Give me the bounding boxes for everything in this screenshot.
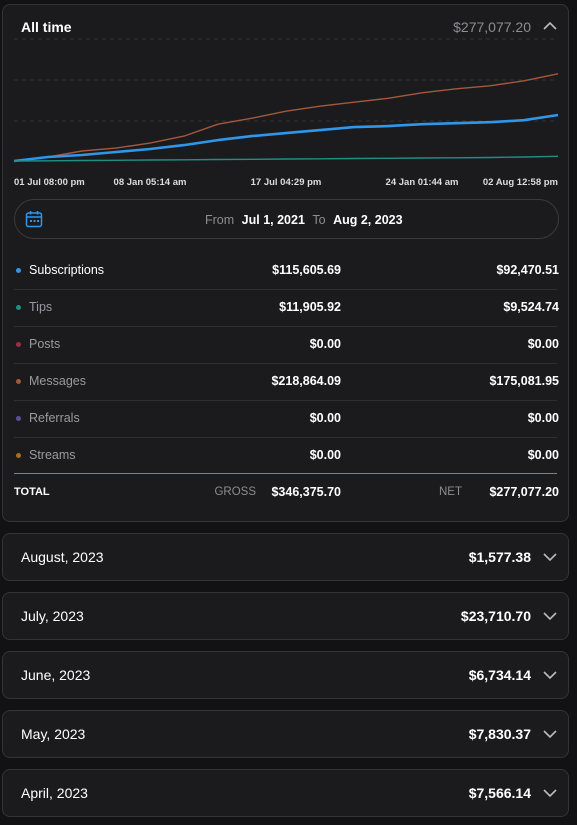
row-name: Subscriptions [29, 263, 105, 277]
to-date: Aug 2, 2023 [333, 213, 403, 227]
from-date: Jul 1, 2021 [241, 213, 305, 227]
earnings-table: Subscriptions $115,605.69 $92,470.51 Tips $1… [3, 5, 568, 523]
row-separator [14, 289, 557, 290]
expand-icon[interactable] [543, 611, 557, 621]
month-amount: $1,577.38 [468, 549, 531, 565]
month-amount: $7,566.14 [468, 785, 531, 801]
legend-dot [16, 267, 21, 273]
row-gross: $0.00 [309, 411, 341, 425]
chevron [543, 612, 557, 621]
chevron [543, 671, 557, 680]
card-amount: $277,077.20 [453, 19, 531, 35]
collapse-icon[interactable] [543, 21, 557, 31]
total-label: TOTAL [14, 486, 50, 498]
series-line [13, 113, 559, 163]
row-gross: $0.00 [309, 448, 341, 462]
month-amount: $7,830.37 [468, 726, 531, 742]
row-net: $92,470.51 [496, 263, 559, 277]
expand-icon[interactable] [543, 670, 557, 680]
row-gross: $11,905.92 [279, 300, 341, 314]
total-gross: $346,375.70 [271, 485, 341, 499]
expand-icon[interactable] [543, 552, 557, 562]
x-tick-label: 01 Jul 08:00 pm [14, 177, 85, 188]
x-tick-label: 08 Jan 05:14 am [114, 177, 187, 188]
chart: 01 Jul 08:00 pm 08 Jan 05:14 am 17 Jul 04:… [13, 38, 559, 188]
row-name: Streams [29, 448, 76, 462]
row-net: $175,081.95 [489, 374, 559, 388]
month-card[interactable]: June, 2023 $6,734.14 [2, 651, 569, 699]
row-gross: $218,864.09 [271, 374, 341, 388]
month-label: June, 2023 [21, 667, 91, 683]
legend-dot [16, 452, 21, 458]
legend-dot [16, 378, 21, 384]
month-label: April, 2023 [21, 785, 88, 801]
row-name: Tips [29, 300, 53, 314]
from-label: From [205, 213, 235, 227]
month-label: July, 2023 [21, 608, 84, 624]
month-amount: $6,734.14 [468, 667, 531, 683]
expand-icon[interactable] [543, 788, 557, 798]
card-title: All time [21, 19, 72, 35]
all-time-card: All time $277,077.20 01 Jul 08:00 pm 08 J… [2, 4, 569, 522]
total-separator [14, 473, 557, 474]
chevron [543, 730, 557, 739]
row-separator [14, 363, 557, 364]
row-gross: $115,605.69 [272, 263, 341, 277]
row-net: $0.00 [527, 411, 559, 425]
series-line [13, 73, 559, 162]
month-label: August, 2023 [21, 549, 104, 565]
month-card[interactable]: July, 2023 $23,710.70 [2, 592, 569, 640]
month-card[interactable]: May, 2023 $7,830.37 [2, 710, 569, 758]
series-line [13, 155, 559, 162]
row-net: $9,524.74 [503, 300, 559, 314]
expand-icon[interactable] [543, 729, 557, 739]
row-gross: $0.00 [309, 337, 341, 351]
row-net: $0.00 [527, 337, 559, 351]
row-separator [14, 400, 557, 401]
to-label: To [312, 213, 326, 227]
month-amount: $23,710.70 [460, 608, 531, 624]
chevron [543, 553, 557, 562]
legend-dot [16, 415, 21, 421]
legend-dot [16, 304, 21, 310]
row-net: $0.00 [527, 448, 559, 462]
month-label: May, 2023 [21, 726, 86, 742]
net-label: NET [439, 486, 462, 498]
x-tick-label: 02 Aug 12:58 pm [483, 177, 558, 188]
chevron [543, 789, 557, 798]
month-card[interactable]: April, 2023 $7,566.14 [2, 769, 569, 817]
row-name: Messages [29, 374, 86, 388]
legend-dot [16, 341, 21, 347]
x-tick-label: 17 Jul 04:29 pm [251, 177, 322, 188]
date-range-picker[interactable]: From Jul 1, 2021 To Aug 2, 2023 [14, 199, 559, 239]
row-name: Posts [29, 337, 61, 351]
total-net: $277,077.20 [489, 485, 559, 499]
row-separator [14, 437, 557, 438]
month-card[interactable]: August, 2023 $1,577.38 [2, 533, 569, 581]
row-separator [14, 326, 557, 327]
calendar-icon [25, 211, 43, 228]
x-tick-label: 24 Jan 01:44 am [386, 177, 459, 188]
row-name: Referrals [29, 411, 80, 425]
gross-label: GROSS [214, 486, 256, 498]
